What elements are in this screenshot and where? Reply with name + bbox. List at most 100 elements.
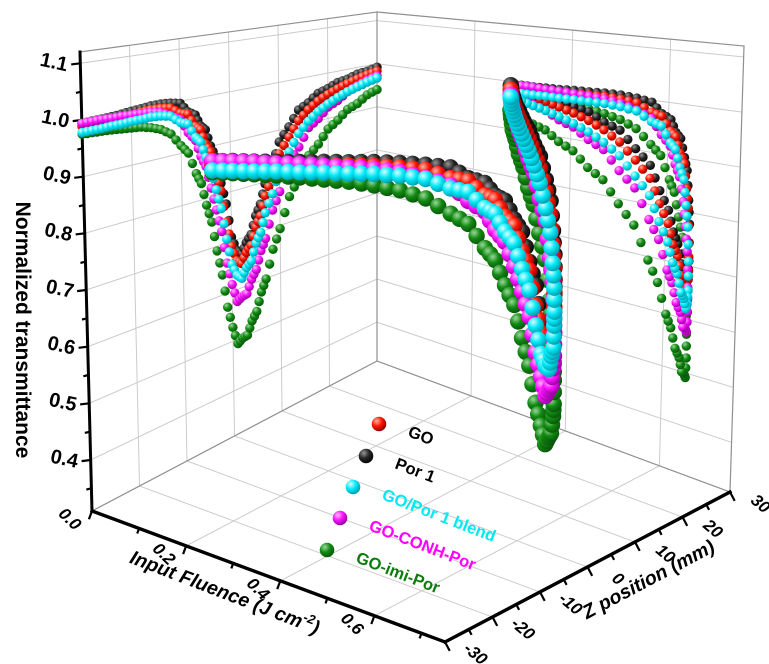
projection-dot: [676, 314, 687, 325]
projection-dot: [248, 247, 259, 257]
projection-dot: [187, 158, 198, 169]
data-point-GO/Por 1 blend: [506, 235, 523, 252]
projection-dot: [645, 173, 655, 183]
projection-dot: [599, 117, 609, 127]
data-point-GO/Por 1 blend: [404, 169, 421, 186]
projection-dot: [639, 95, 649, 105]
projection-dot: [661, 309, 671, 319]
projection-dot: [630, 183, 640, 193]
projection-dot: [671, 297, 681, 308]
z-tick: [467, 628, 473, 636]
projection-dot: [639, 102, 649, 113]
data-point-GO/Por 1 blend: [521, 282, 538, 299]
projection-dot: [198, 145, 208, 155]
transmittance-ticks: 0.4 0.5 0.6 0.7 0.8 0.9 1.0 1.1: [38, 49, 93, 491]
projection-dot: [583, 115, 594, 126]
z-tick-label: 30: [747, 490, 769, 517]
transmittance-tick: [75, 90, 83, 95]
z-tick: [633, 540, 641, 552]
projection-dot: [654, 216, 664, 227]
data-point-GO/Por 1 blend: [524, 299, 541, 317]
data-point-GO/Por 1 blend: [544, 254, 561, 272]
projection-dot: [251, 264, 261, 275]
projection-dot: [662, 265, 672, 275]
projection-dot: [261, 274, 271, 284]
projection-dot: [607, 100, 618, 110]
data-point-GO/Por 1 blend: [527, 317, 544, 334]
projection-dot: [217, 270, 228, 280]
data-point-GO/Por 1 blend: [365, 165, 383, 183]
projection-dot: [643, 255, 653, 265]
projection-dot: [372, 73, 382, 83]
projection-dot: [599, 98, 610, 109]
projection-dot: [658, 227, 669, 237]
projection-dot: [665, 247, 675, 257]
data-point-GO-imi-Por: [378, 179, 396, 197]
data-point-GO/Por 1 blend: [546, 303, 563, 320]
projection-dot: [280, 207, 290, 218]
projection-dot: [638, 164, 648, 174]
projection-dot: [222, 234, 232, 244]
projection-dot: [199, 189, 209, 200]
fluence-ticks: 0.00.20.40.6: [55, 504, 423, 639]
projection-dot: [554, 93, 564, 103]
projection-dot: [195, 125, 206, 135]
projection-dot: [670, 343, 680, 353]
projection-dot: [219, 219, 229, 229]
floor-z-gridline: [138, 485, 494, 618]
projection-dot: [615, 125, 625, 135]
projection-dot: [638, 131, 649, 142]
projection-dot: [681, 341, 691, 351]
data-point-GO-imi-Por: [417, 190, 434, 207]
data-point-GO/Por 1 blend: [530, 331, 547, 348]
z-axis-title: Z position (mm): [578, 536, 718, 625]
projection-dot: [683, 239, 693, 250]
z-tick: [728, 490, 736, 502]
projection-dot: [264, 198, 274, 208]
z-tick: [514, 603, 521, 611]
projection-dot: [661, 129, 671, 140]
data-point-GO/Por 1 blend: [291, 164, 308, 181]
projection-dot: [214, 194, 224, 204]
data-point-GO/Por 1 blend: [429, 175, 447, 192]
axis-titles: Normalized transmittance Input Fluence (J…: [11, 202, 718, 640]
projection-dot: [614, 151, 625, 161]
projection-dot: [576, 104, 586, 114]
projection-dot: [623, 134, 633, 145]
projection-dot: [632, 98, 642, 108]
projection-dot: [584, 107, 594, 117]
fluence-axis-title: Input Fluence (J cm-2): [127, 544, 324, 639]
fluence-tick: [324, 596, 329, 604]
projection-dot: [576, 112, 586, 122]
projection-dot: [670, 144, 681, 155]
projection-dot: [583, 134, 593, 145]
projection-dot: [606, 144, 617, 154]
data-point-GO-imi-Por: [366, 177, 383, 194]
projection-dot: [636, 237, 646, 248]
projection-dot: [591, 120, 601, 130]
projection-dot: [220, 286, 230, 296]
projection-dot: [271, 196, 281, 206]
projection-dot: [622, 146, 633, 156]
fluence-tick: [230, 561, 235, 569]
left-wall-z-gridline: [277, 24, 283, 412]
projection-dot: [561, 115, 571, 125]
transmittance-tick-label: 0.7: [44, 276, 76, 303]
projection-dot: [561, 105, 572, 115]
fluence-tick: [182, 544, 188, 555]
transmittance-tick-label: 0.4: [48, 446, 81, 473]
projection-dot: [644, 214, 654, 225]
transmittance-tick: [71, 62, 82, 66]
data-point-GO/Por 1 blend: [542, 224, 559, 241]
projection-dot: [554, 86, 565, 97]
projection-dot: [645, 160, 655, 170]
projection-dot: [599, 125, 609, 135]
projection-dot: [676, 367, 687, 377]
projection-dot: [657, 111, 667, 121]
data-point-GO/Por 1 blend: [328, 165, 345, 182]
projection-dot: [228, 322, 238, 332]
projection-dot: [253, 255, 264, 265]
transmittance-tick: [78, 203, 86, 208]
projection-dot: [681, 200, 691, 210]
